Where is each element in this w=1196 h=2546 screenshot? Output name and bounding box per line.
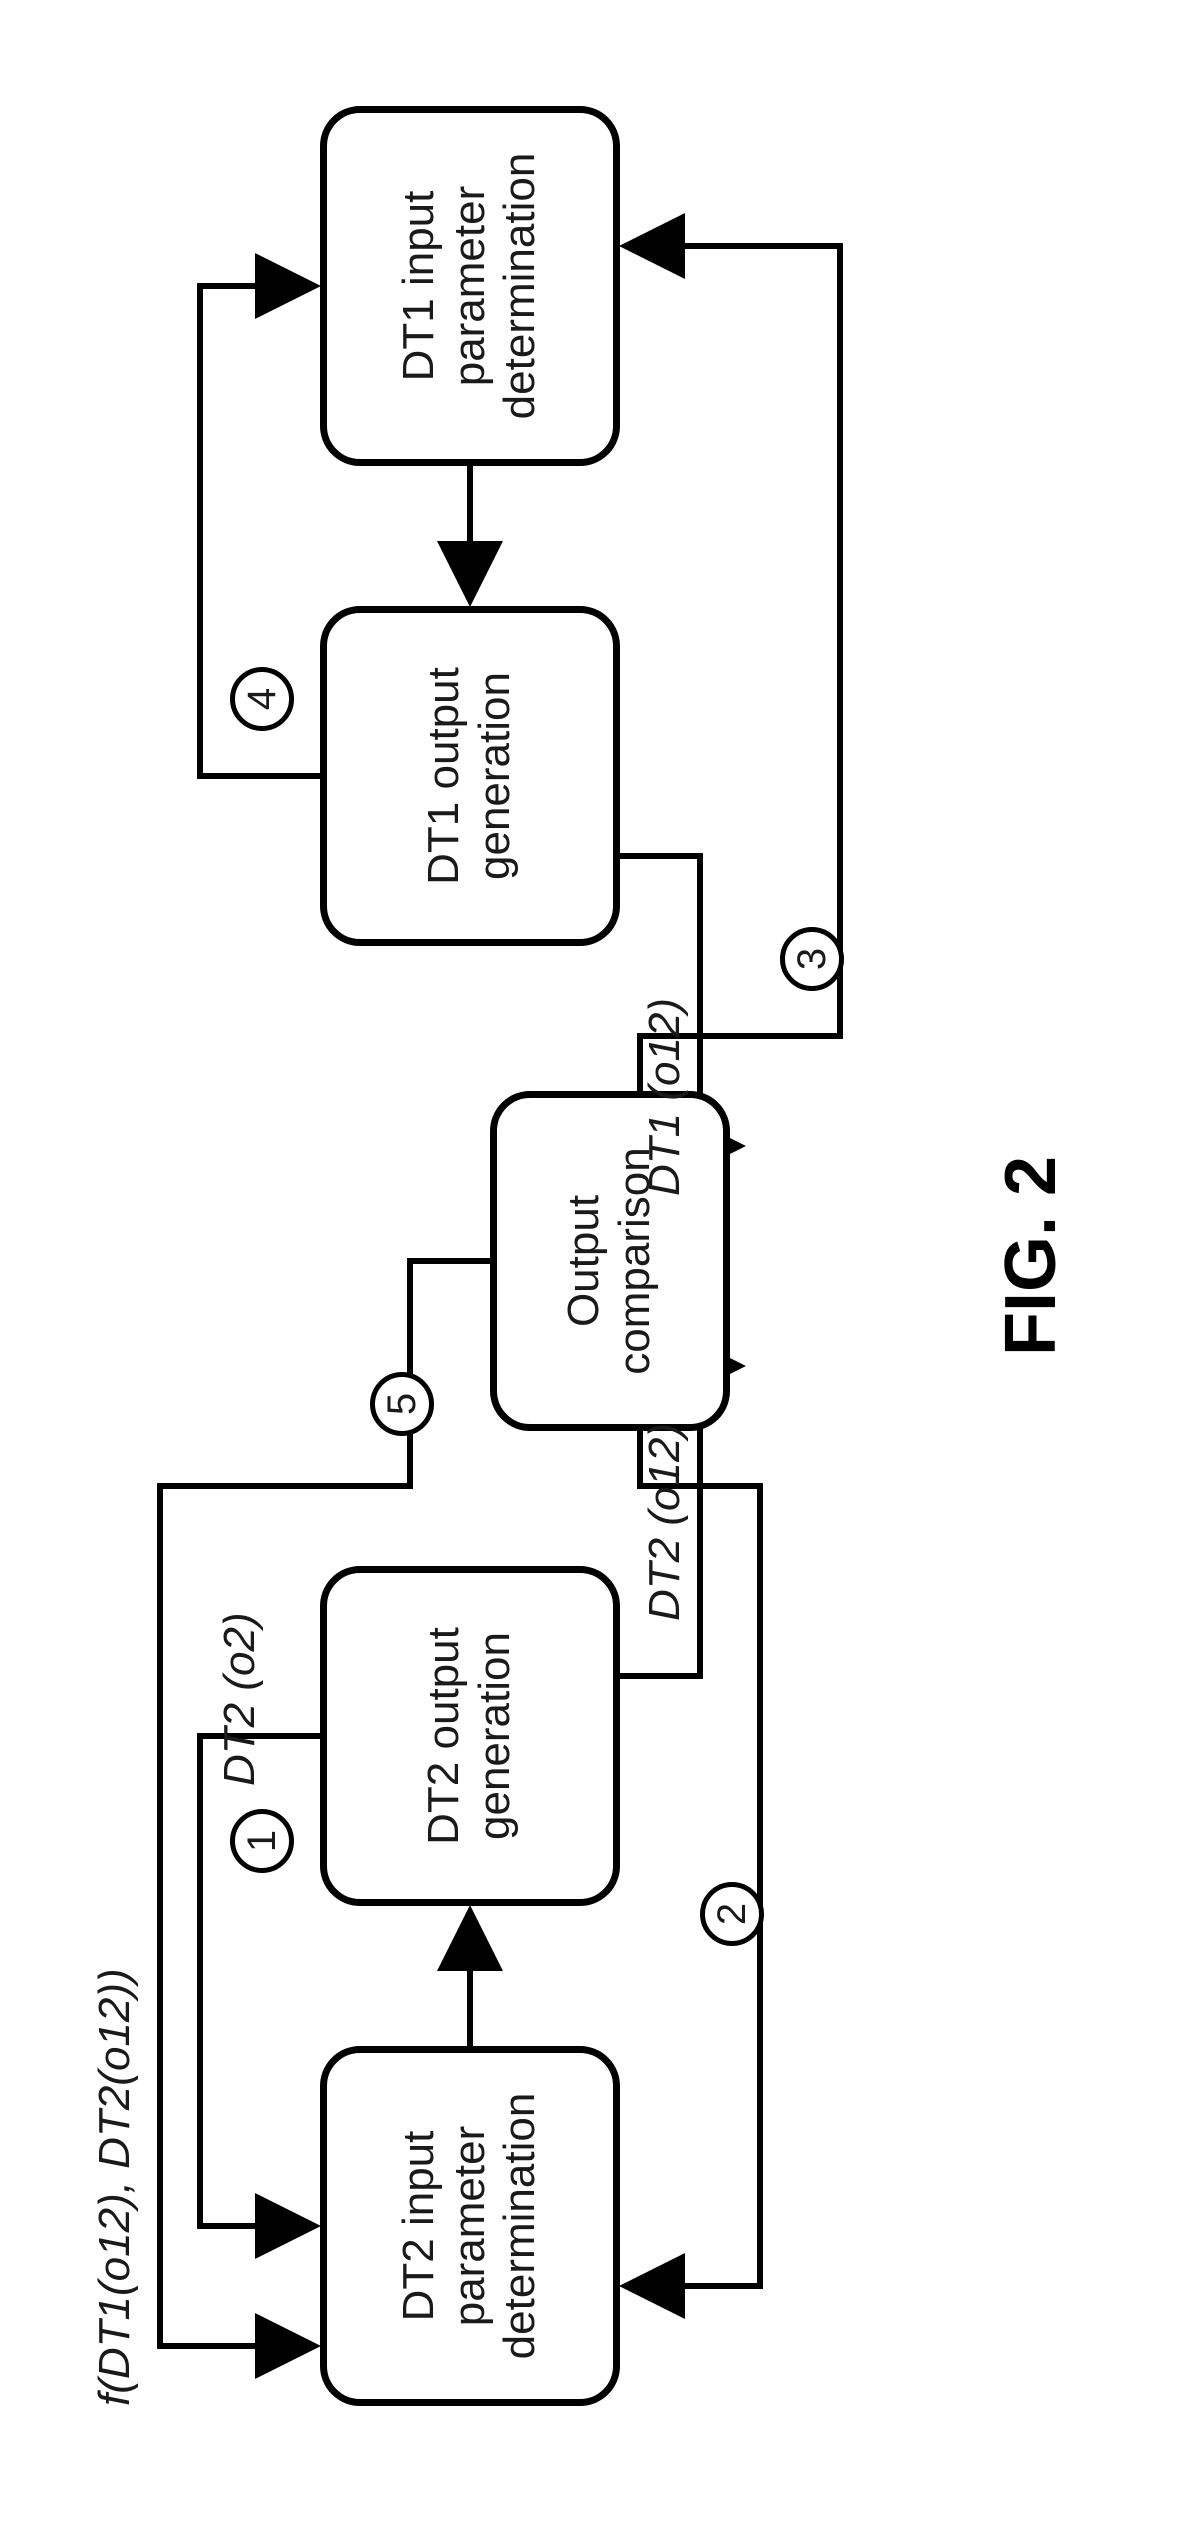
label-dt1-o12: DT1 (o12) (640, 998, 690, 1196)
badge-5: 5 (370, 1372, 434, 1436)
badge-2: 2 (700, 1882, 764, 1946)
node-output-comparison: Output comparison (490, 1091, 730, 1431)
top-expression: f(DT1(o12), DT2(o12)) (90, 1968, 140, 2406)
badge-3: 3 (780, 927, 844, 991)
badge-1: 1 (230, 1809, 294, 1873)
figure-caption: FIG. 2 (990, 1156, 1072, 1356)
label-dt2-o12: DT2 (o12) (640, 1423, 690, 1621)
node-dt1-output: DT1 output generation (320, 606, 620, 946)
node-dt2-input: DT2 input parameter determination (320, 2046, 620, 2406)
label-dt2-o2: DT2 (o2) (215, 1612, 265, 1786)
badge-4: 4 (230, 667, 294, 731)
page: DT2 input parameter determination DT2 ou… (0, 0, 1196, 2546)
node-dt1-input: DT1 input parameter determination (320, 106, 620, 466)
diagram-canvas: DT2 input parameter determination DT2 ou… (0, 0, 1196, 2546)
node-dt2-output: DT2 output generation (320, 1566, 620, 1906)
